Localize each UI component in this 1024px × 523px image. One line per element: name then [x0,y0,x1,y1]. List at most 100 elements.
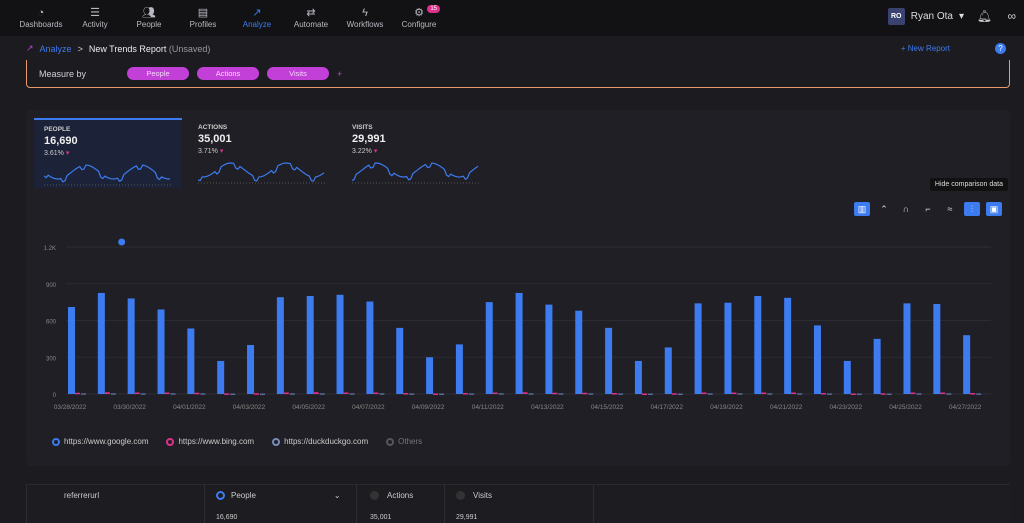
bar-chart: 0 300 600 900 1.2K 03/28/2022 03/30/2022 04/01/… [44,238,991,411]
bar-google [605,327,613,394]
bar-duckduckgo [707,393,713,395]
curve-chart-icon[interactable]: ∩ [902,204,910,214]
calendar-icon[interactable]: ▣ [986,202,1002,216]
bar-duckduckgo [946,393,952,395]
chevron-down-icon: ⌄ [333,491,341,500]
bar-google [396,327,404,394]
line-chart-icon[interactable]: ⌃ [880,204,888,214]
bar-duckduckgo [886,393,892,396]
bar-duckduckgo [140,393,146,395]
new-report-button[interactable]: + New Report [900,44,950,53]
bar-bing [552,392,558,395]
bar-duckduckgo [826,393,832,395]
bar-bing [134,392,140,395]
bar-duckduckgo [230,393,236,396]
legend-marker-icon [166,437,175,446]
bar-google [903,303,911,394]
bar-google [545,304,553,394]
x-tick-label: 04/11/2022 [472,404,504,411]
bar-google [187,328,195,394]
bar-duckduckgo [618,393,624,395]
bar-google [515,292,523,394]
bar-google [754,296,762,394]
x-tick-label: 04/25/2022 [889,404,922,411]
legend-marker-icon [272,437,281,446]
x-tick-label: 04/23/2022 [830,404,863,411]
column-header-actions[interactable]: Actions [370,491,413,501]
nav-automate[interactable]: ⇄ Automate [293,7,329,29]
bar-duckduckgo [528,393,534,395]
x-tick-label: 04/13/2022 [531,404,564,411]
legend-item[interactable]: https://www.google.com [52,437,148,446]
chart-panel: PEOPLE 16,690 3.61% ▾ ACTIONS 35,001 3.7… [26,110,1010,466]
gear-icon: ⚙ [414,7,424,19]
bar-duckduckgo [677,393,683,396]
metric-card-actions[interactable]: ACTIONS 35,001 3.71% ▾ [188,118,336,188]
comparison-toggle-icon[interactable]: ⫶ [964,202,980,216]
bell-icon[interactable]: 🔔︎ [976,9,992,23]
total-people: 16,690 [216,514,238,521]
bar-duckduckgo [200,393,206,395]
automate-icon: ⇄ [306,7,316,19]
bar-duckduckgo [349,393,355,395]
breadcrumb-separator: > [77,43,83,54]
bar-bing [104,392,110,394]
metric-card-people[interactable]: PEOPLE 16,690 3.61% ▾ [34,118,182,188]
bar-bing [582,392,588,395]
user-menu[interactable]: RO Ryan Ota ▾ [887,8,964,25]
y-tick-label: 600 [46,320,57,326]
legend-item[interactable]: https://duckduckgo.com [272,437,368,446]
bar-duckduckgo [737,393,743,395]
metric-card-visits[interactable]: VISITS 29,991 3.22% ▾ [342,118,490,188]
nav-configure[interactable]: ⚙ Configure 15 [394,5,444,29]
measure-pill-actions[interactable]: Actions [197,67,259,80]
infinity-icon[interactable]: ∞ [1007,9,1016,23]
bar-google [664,347,672,394]
bar-bing [612,393,618,395]
profiles-icon: ▤ [197,7,209,19]
bar-duckduckgo [379,393,385,395]
bar-google [634,360,642,394]
bar-duckduckgo [498,393,504,395]
bar-bing [403,393,409,395]
bar-google [694,303,702,394]
nav-activity[interactable]: ☰ Activity [82,7,108,29]
bar-duckduckgo [856,393,862,396]
bar-duckduckgo [289,393,295,395]
bar-chart-icon[interactable]: ▥ [854,202,870,216]
stacked-area-icon[interactable]: ≈ [947,204,953,214]
y-tick-label: 0 [53,393,57,399]
legend-item[interactable]: https://www.bing.com [166,437,254,446]
nav-profiles[interactable]: ▤ Profiles [189,7,217,29]
bar-google [485,302,493,394]
step-chart-icon[interactable]: ⌐ [925,204,931,214]
bar-google [276,297,284,394]
trend-down-icon: ▾ [373,148,378,155]
x-tick-label: 04/05/2022 [292,404,325,411]
chart-legend: https://www.google.com https://www.bing.c… [52,437,422,446]
measure-pill-people[interactable]: People [127,67,189,80]
bar-duckduckgo [81,393,86,395]
bar-google [724,302,732,394]
measure-pill-visits[interactable]: Visits [267,67,329,80]
bar-duckduckgo [319,393,325,395]
breadcrumb: ↗ Analyze > New Trends Report (Unsaved) [26,43,210,54]
y-tick-label: 1.2K [44,246,56,252]
bar-bing [940,392,946,395]
nav-dashboards[interactable]: ◔ Dashboards [19,7,63,29]
column-header-visits[interactable]: Visits [456,491,492,501]
column-header-people[interactable]: People ⌄ [216,491,341,501]
nav-analyze[interactable]: ↗ Analyze [242,7,272,29]
bar-bing [224,393,230,395]
legend-item[interactable]: Others [386,437,422,446]
nav-workflows[interactable]: ϟ Workflows [346,7,384,29]
nav-people[interactable]: 👥︎ People [136,7,162,29]
bar-google [873,338,881,394]
add-measure-button[interactable]: + [337,68,343,79]
bar-bing [492,392,498,395]
column-header-referrerurl[interactable]: referrerurl [64,491,100,500]
breadcrumb-analyze[interactable]: Analyze [39,43,72,54]
help-icon[interactable]: ? [995,43,1006,54]
trend-icon: ↗ [26,43,34,53]
x-tick-label: 04/27/2022 [949,404,982,411]
